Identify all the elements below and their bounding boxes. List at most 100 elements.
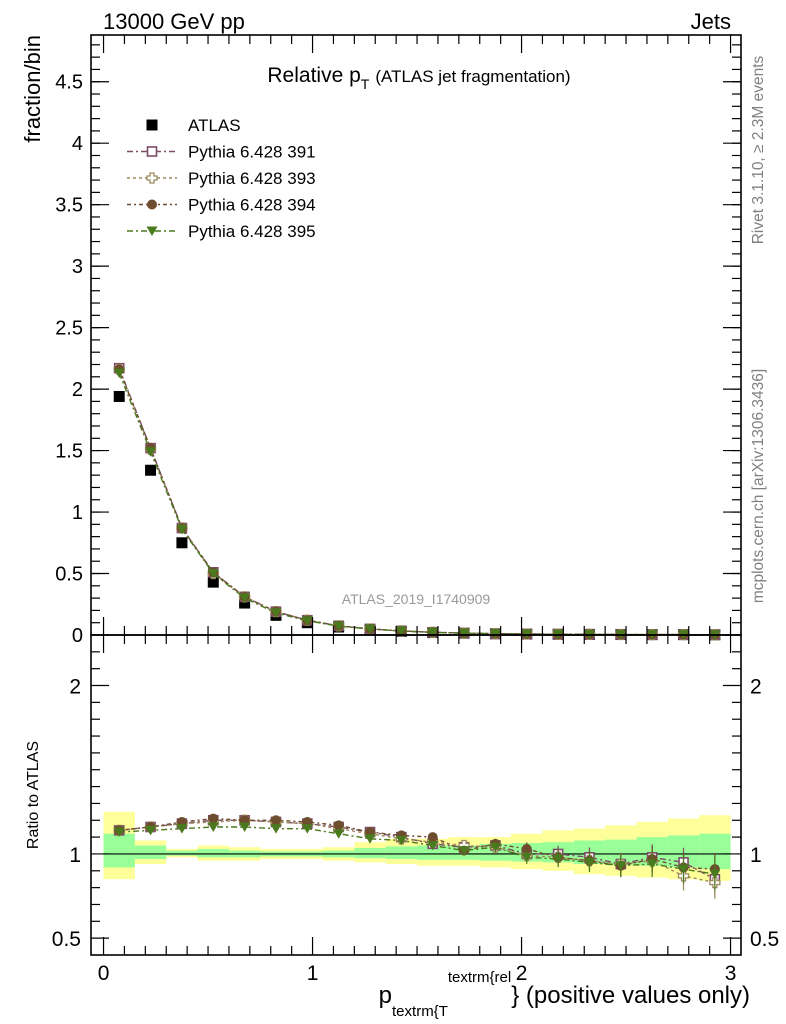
ratio-data-point [427, 841, 439, 851]
legend-item: Pythia 6.428 394 [127, 196, 316, 215]
ratio-y-tick-label: 2 [69, 676, 81, 699]
ratio-data-point [678, 864, 690, 875]
main-data-point [239, 593, 251, 604]
main-y-axis-label: fraction/bin [20, 35, 45, 143]
legend-label: Pythia 6.428 394 [188, 196, 316, 215]
ratio-data-point [208, 813, 219, 824]
x-tick-label: 1 [307, 962, 319, 985]
main-y-tick-label: 1.5 [55, 441, 83, 463]
main-data-point [301, 616, 313, 626]
ratio-data-point [364, 834, 376, 844]
mcplots-source-label: mcplots.cern.ch [arXiv:1306.3436] [750, 369, 767, 603]
ratio-y-axis-label: Ratio to ATLAS [25, 741, 42, 849]
main-data-point [270, 608, 282, 618]
ratio-y-tick-label: 1 [69, 844, 81, 867]
ratio-data-point [552, 854, 564, 864]
main-data-point [113, 368, 125, 379]
main-title: Relative pT (ATLAS jet fragmentation) [267, 64, 570, 92]
main-y-tick-label: 1 [72, 502, 83, 524]
ratio-data-point [615, 861, 627, 871]
main-data-point [145, 464, 157, 476]
main-data-point [427, 627, 439, 638]
ratio-series-line [119, 826, 715, 875]
ratio-band-green [134, 845, 167, 859]
main-panel: ATLAS_2019_I1740909 0 0.5 1 1.5 2 2.5 3 3.5 4 4.5… [20, 34, 742, 647]
ratio-y-tick-label-right: 0.5 [750, 928, 779, 951]
main-y-tick-label: 0.5 [55, 564, 83, 586]
ratio-data-point [521, 843, 532, 854]
legend: ATLAS Pythia 6.428 391 Pythia 6.428 393 Pyt… [127, 116, 316, 241]
ratio-data-point [113, 827, 125, 838]
ratio-data-point [458, 846, 470, 856]
legend-marker [146, 119, 158, 131]
ratio-band-green [103, 833, 135, 868]
main-data-point [458, 628, 470, 639]
x-axis-label: ptextrm{Ttextrm{rel} (positive values on… [379, 969, 750, 1020]
legend-marker [147, 199, 157, 210]
main-data-point [489, 629, 501, 639]
ratio-band-green [354, 848, 386, 859]
ratio-data-point [427, 832, 438, 843]
main-y-tick-label: 3 [72, 256, 83, 278]
main-y-axis: 0 0.5 1 1.5 2 2.5 3 3.5 4 4.5 [55, 35, 741, 647]
main-series-line [118, 369, 715, 636]
main-data-point [145, 447, 157, 457]
ratio-data-point [270, 815, 281, 826]
legend-item: Pythia 6.428 393 [127, 169, 316, 188]
main-y-tick-label: 2.5 [55, 318, 83, 340]
main-data-point [207, 576, 219, 588]
main-y-tick-label: 3.5 [55, 195, 83, 217]
legend-label: Pythia 6.428 395 [188, 222, 316, 241]
ratio-data-point [521, 852, 533, 863]
ratio-band-green [197, 848, 229, 858]
ratio-band-green [166, 850, 198, 856]
legend-item: ATLAS [146, 116, 241, 135]
ratio-y-tick-label-right: 2 [750, 676, 762, 699]
ratio-series-3 [113, 822, 721, 891]
ratio-data-point [395, 835, 407, 846]
x-tick-label: 0 [98, 962, 110, 985]
legend-marker [146, 226, 158, 236]
legend-marker [146, 172, 158, 184]
legend-label: Pythia 6.428 391 [188, 143, 316, 162]
ratio-data-point [176, 824, 188, 834]
rivet-version-label: Rivet 3.1.10, ≥ 2.3M events [750, 55, 767, 244]
main-data-point [395, 626, 407, 637]
ratio-data-point [646, 859, 658, 870]
ratio-data-point [207, 822, 219, 832]
ratio-data-point [709, 869, 721, 880]
process-label: Jets [691, 9, 731, 34]
x-tick-label: 2 [516, 962, 528, 985]
ratio-band-green [385, 846, 418, 859]
legend-item: Pythia 6.428 395 [127, 222, 316, 241]
ratio-data-point [583, 857, 595, 868]
ratio-data-point [333, 820, 344, 831]
main-y-tick-label: 0 [72, 625, 83, 647]
ratio-y-tick-label-right: 1 [750, 844, 762, 867]
ratio-data-layer [113, 813, 721, 899]
ratio-data-point [489, 842, 501, 853]
legend-marker [146, 146, 158, 157]
ratio-band-green [417, 845, 449, 860]
ratio-panel: 0.5 0.5 1 1 2 2 0 1 2 3 Ratio to ATLAS ptextrm{Tt… [25, 634, 779, 1020]
ratio-frame [90, 634, 742, 956]
main-y-tick-label: 4 [72, 133, 83, 155]
ratio-axes: 0.5 0.5 1 1 2 2 0 1 2 3 [52, 635, 779, 985]
ratio-data-point [270, 824, 282, 834]
legend-label: ATLAS [188, 116, 241, 135]
legend-item: Pythia 6.428 391 [127, 143, 316, 162]
main-y-tick-label: 2 [72, 379, 83, 401]
main-data-point [207, 569, 219, 579]
ratio-data-point [301, 824, 313, 834]
analysis-watermark: ATLAS_2019_I1740909 [342, 591, 491, 607]
main-data-point [176, 524, 188, 535]
ratio-data-point [333, 829, 345, 839]
main-data-point [364, 624, 376, 635]
ratio-data-point [145, 825, 157, 836]
legend-label: Pythia 6.428 393 [188, 169, 316, 188]
ratio-data-point [239, 822, 251, 832]
ratio-y-tick-label: 0.5 [52, 928, 81, 951]
energy-label: 13000 GeV pp [103, 9, 245, 34]
main-data-point [333, 621, 345, 632]
